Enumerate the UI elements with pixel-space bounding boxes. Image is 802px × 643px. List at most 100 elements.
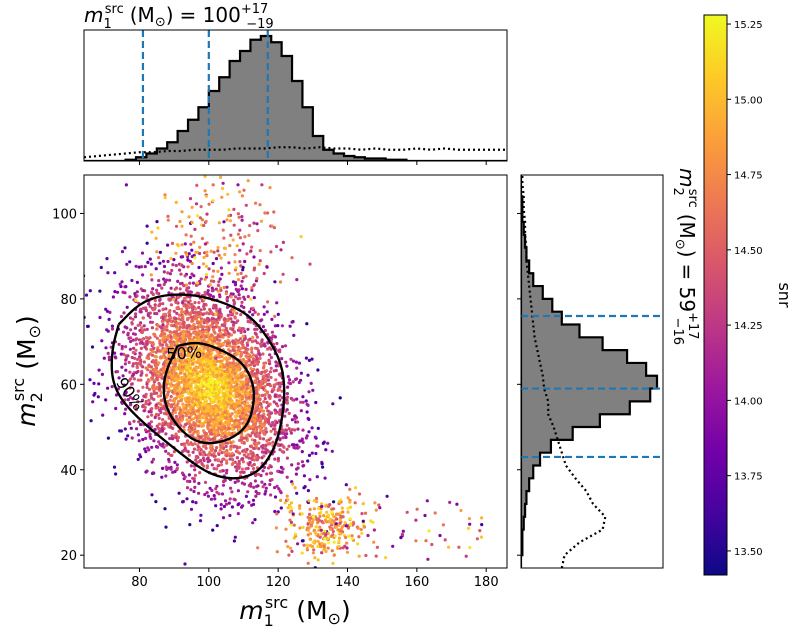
- scatter-point: [210, 447, 215, 451]
- scatter-point: [211, 275, 215, 279]
- scatter-point: [307, 453, 312, 457]
- scatter-point: [224, 396, 228, 400]
- scatter-point: [186, 349, 191, 353]
- scatter-point: [198, 216, 202, 220]
- scatter-point: [346, 526, 351, 530]
- scatter-point: [198, 359, 202, 363]
- scatter-point: [189, 405, 193, 409]
- scatter-point: [154, 350, 158, 354]
- scatter-point: [128, 370, 132, 374]
- scatter-point: [130, 322, 134, 326]
- scatter-point: [198, 366, 203, 370]
- scatter-point: [249, 387, 253, 391]
- scatter-point: [147, 410, 151, 414]
- scatter-point: [248, 320, 253, 324]
- scatter-point: [169, 453, 173, 457]
- scatter-point: [235, 456, 239, 460]
- scatter-point: [250, 350, 254, 354]
- scatter-point: [229, 317, 233, 321]
- scatter-point: [221, 469, 225, 473]
- scatter-point: [220, 389, 224, 393]
- scatter-point: [216, 387, 220, 391]
- scatter-point: [169, 384, 173, 388]
- scatter-point: [247, 380, 251, 384]
- scatter-point: [134, 405, 138, 409]
- scatter-point: [331, 529, 335, 534]
- scatter-point: [332, 519, 336, 523]
- scatter-point: [206, 316, 210, 320]
- scatter-point: [182, 296, 187, 300]
- scatter-point: [230, 308, 234, 312]
- scatter-point: [249, 449, 253, 453]
- scatter-point: [123, 412, 127, 416]
- scatter-point: [158, 297, 162, 302]
- scatter-point: [209, 354, 213, 358]
- scatter-point: [236, 365, 240, 369]
- scatter-point: [241, 268, 245, 272]
- scatter-point: [147, 387, 152, 391]
- scatter-point: [233, 253, 237, 257]
- scatter-point: [222, 479, 226, 483]
- scatter-point: [227, 426, 231, 431]
- scatter-point: [202, 458, 206, 463]
- scatter-point: [235, 394, 239, 398]
- scatter-point: [258, 203, 262, 207]
- scatter-point: [236, 351, 240, 355]
- scatter-point: [171, 263, 175, 267]
- scatter-point: [214, 428, 218, 432]
- scatter-point: [161, 418, 165, 422]
- scatter-point: [133, 315, 138, 319]
- scatter-point: [229, 398, 233, 402]
- scatter-point: [144, 402, 148, 406]
- scatter-point: [468, 545, 472, 550]
- scatter-point: [180, 224, 184, 228]
- scatter-point: [51, 315, 54, 318]
- scatter-point: [225, 468, 229, 472]
- scatter-point: [161, 428, 165, 432]
- scatter-point: [174, 317, 178, 321]
- scatter-point: [162, 312, 166, 317]
- scatter-point: [214, 306, 218, 310]
- scatter-point: [122, 383, 126, 387]
- scatter-point: [361, 519, 365, 523]
- scatter-point: [139, 455, 143, 459]
- scatter-point: [190, 205, 194, 209]
- scatter-point: [155, 250, 159, 254]
- scatter-point: [244, 346, 248, 351]
- scatter-point: [179, 348, 183, 352]
- scatter-point: [251, 498, 256, 502]
- scatter-point: [233, 480, 237, 484]
- scatter-point: [332, 515, 336, 519]
- scatter-point: [277, 364, 281, 368]
- scatter-point: [192, 447, 197, 451]
- scatter-point: [237, 419, 241, 423]
- scatter-point: [177, 491, 181, 495]
- scatter-point: [321, 441, 325, 445]
- scatter-point: [90, 345, 95, 349]
- scatter-point: [238, 451, 242, 455]
- scatter-point: [224, 416, 228, 420]
- scatter-point: [285, 423, 289, 427]
- scatter-point: [234, 266, 238, 270]
- scatter-point: [257, 491, 261, 496]
- scatter-point: [146, 415, 150, 419]
- scatter-point: [128, 347, 132, 351]
- scatter-point: [250, 425, 254, 429]
- scatter-point: [156, 118, 159, 121]
- scatter-point: [129, 339, 133, 344]
- scatter-point: [126, 331, 130, 335]
- scatter-point: [151, 308, 155, 312]
- scatter-point: [281, 444, 285, 448]
- scatter-point: [141, 385, 145, 389]
- scatter-point: [187, 324, 191, 328]
- scatter-point: [178, 268, 182, 272]
- scatter-point: [218, 326, 222, 330]
- scatter-point: [254, 445, 258, 449]
- scatter-point: [217, 452, 221, 456]
- scatter-point: [157, 349, 162, 353]
- scatter-point: [308, 520, 312, 525]
- scatter-point: [100, 339, 104, 343]
- scatter-point: [210, 319, 214, 323]
- scatter-point: [344, 524, 348, 528]
- scatter-point: [348, 517, 352, 521]
